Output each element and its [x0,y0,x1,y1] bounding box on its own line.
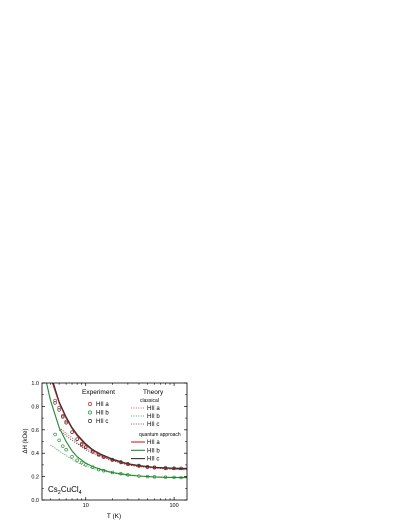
legend-classical-title: classical [140,398,159,404]
data-point-hii-b [75,458,79,462]
y-tick-label: 0.2 [31,475,39,481]
data-point-hii-c [75,437,79,441]
legend-marker [88,402,92,406]
data-point-hii-b [70,455,74,459]
data-point-hii-b [79,460,84,465]
legend-label: HII c [96,419,108,425]
series-layer [45,383,187,480]
data-point-hii-a [57,405,61,410]
legend-label: HII a [147,406,160,412]
x-tick-label: 10 [83,503,89,509]
legend-label: HII c [147,422,159,428]
legend-entries: HII a HII b HII c HII a HII b HII c HII a HII b… [88,402,160,463]
x-tick-label: 100 [169,503,178,509]
plot-frame [41,382,188,501]
data-point-hii-c [57,408,61,412]
y-axis-label: ΔH (kOe) [23,428,29,453]
legend: Experiment Theory classical quantum appr… [82,389,181,463]
x-axis-label: T (K) [107,513,121,520]
data-point-hii-a [61,414,65,418]
compound-annotation: Cs2CuCl4 [48,485,82,496]
compound-base: Cs [48,485,58,494]
legend-marker [88,419,92,423]
legend-experiment-title: Experiment [82,389,115,396]
data-point-hii-b [53,432,57,437]
legend-marker [88,410,92,415]
y-tick-label: 0.6 [31,428,39,434]
y-tick-label: 1.0 [31,381,39,387]
data-point-hii-c [79,442,84,446]
data-point-hii-c [64,421,68,425]
compound-sub-2: 4 [79,490,82,496]
legend-label: HII b [147,414,160,420]
data-point-hii-c [53,401,57,405]
legend-label: HII c [147,457,159,463]
compound-mid: CuCl [61,485,79,494]
legend-label: HII a [147,440,160,446]
y-tick-label: 0.8 [31,404,39,410]
series-line-hii-c-solid [52,383,187,469]
axes-layer [41,382,188,501]
legend-quantum-title: quantum approach [139,432,181,438]
legend-label: HII a [96,402,109,408]
legend-label: HII b [96,411,109,417]
data-point-hii-b [64,447,68,452]
data-point-hii-b [61,444,65,448]
y-tick-label: 0.4 [31,451,39,457]
data-point-hii-c [70,430,74,434]
compound-sub-1: 2 [58,490,61,496]
series-line-hii-b-dotted [50,444,187,479]
data-point-hii-a [79,443,84,447]
data-point-hii-c [61,415,65,419]
legend-theory-title: Theory [143,389,164,396]
y-tick-label: 0.0 [31,498,39,504]
series-line-hii-b-solid [45,383,187,479]
data-point-hii-a [53,398,57,403]
legend-label: HII b [147,448,160,454]
data-point-hii-b [57,438,61,443]
ticks-layer: 0.0 0.2 0.4 0.6 0.8 1.0 10 100 [31,381,187,509]
